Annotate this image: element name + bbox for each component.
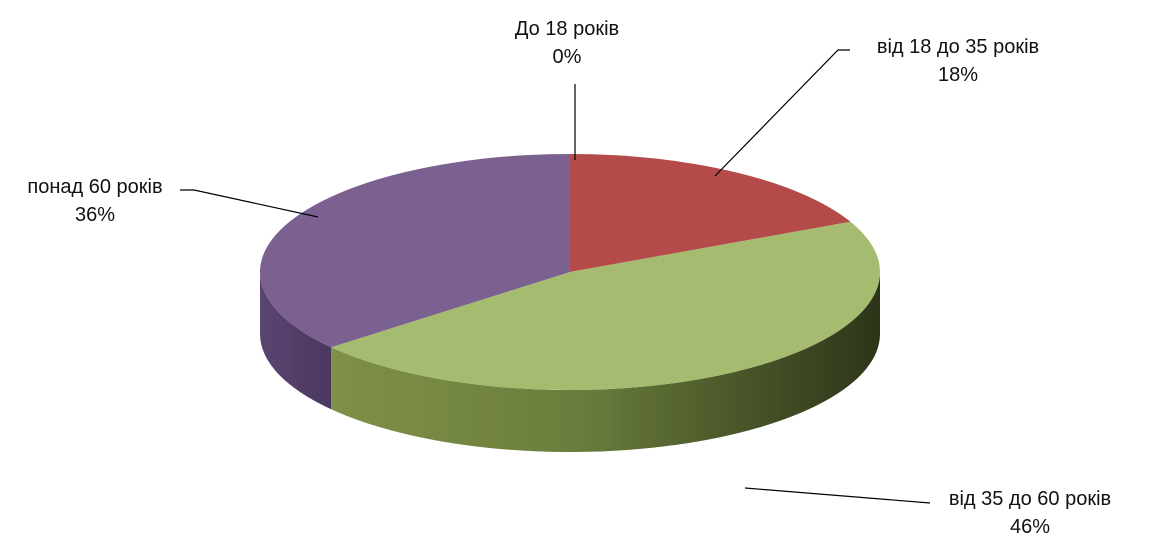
slice-percent-0: 0% [553, 46, 582, 68]
slice-percent-1: 18% [938, 64, 978, 86]
leader-line-3 [180, 189, 319, 218]
slice-side-2 [331, 272, 881, 452]
pie-sides [260, 272, 881, 452]
leader-line-2 [744, 487, 931, 504]
slice-1 [570, 154, 851, 272]
leader-lines [180, 49, 931, 504]
slice-percent-3: 36% [75, 204, 115, 226]
slice-label-3: понад 60 років [27, 176, 162, 198]
pie-slices [260, 154, 881, 390]
slice-label-0: До 18 років [515, 18, 619, 40]
slice-label-2: від 35 до 60 років [949, 488, 1111, 510]
data-labels: До 18 років 0% від 18 до 35 років 18% від 35… [27, 18, 1111, 536]
slice-side-3 [260, 272, 332, 410]
slice-percent-2: 46% [1010, 516, 1050, 536]
slice-2 [331, 221, 881, 390]
leader-line-1 [714, 49, 850, 177]
slice-label-1: від 18 до 35 років [877, 36, 1039, 58]
slice-3 [260, 154, 570, 348]
